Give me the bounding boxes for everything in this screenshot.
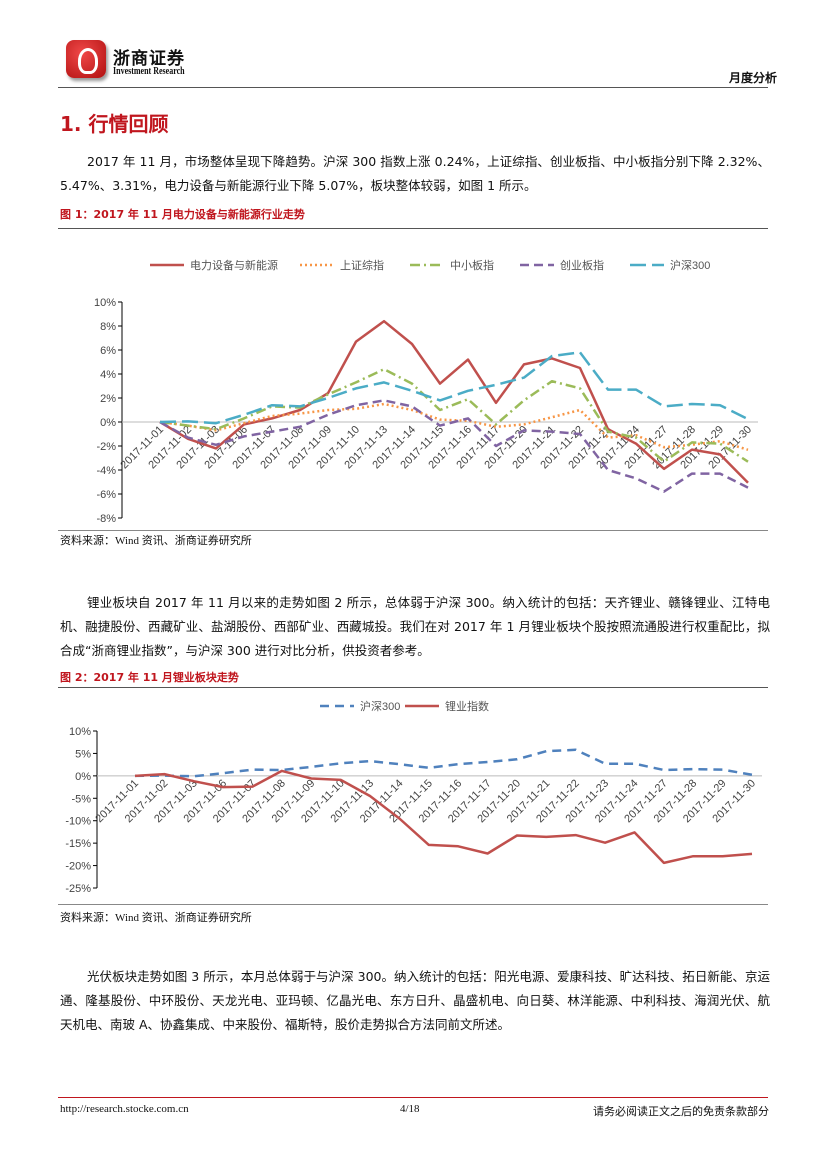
y-tick-label: 10% [94,297,116,309]
brand-name: 浙商证券 [113,49,185,69]
legend-label: 创业板指 [560,258,604,272]
series-line [159,402,749,451]
report-type: 月度分析 [728,71,777,85]
y-tick-label: -5% [71,793,91,805]
paragraph-pv: 光伏板块走势如图 3 所示，本月总体弱于与沪深 300。纳入统计的包括：阳光电源… [60,969,770,1032]
y-tick-label: -25% [65,883,91,895]
legend-label: 沪深300 [670,258,710,272]
legend-label: 锂业指数 [445,699,489,713]
figure1-source: 资料来源：Wind 资讯、浙商证券研究所 [60,535,252,547]
y-tick-label: 8% [100,321,116,333]
y-tick-label: -15% [65,838,91,850]
figure1-caption: 图 1：2017 年 11 月电力设备与新能源行业走势 [60,208,305,221]
y-tick-label: 2% [100,393,116,405]
paragraph-market: 2017 年 11 月，市场整体呈现下降趋势。沪深 300 指数上涨 0.24%… [60,154,770,193]
figure1-top-rule [58,228,768,229]
y-tick-label: 4% [100,369,116,381]
section-heading: 1. 行情回顾 [60,112,169,136]
figure1-chart: 10%8%6%4%2%0%-2%-4%-6%-8%2017-11-012017-… [94,258,758,525]
figure2-top-rule [58,687,768,688]
series-line [134,769,753,865]
y-tick-label: -8% [96,513,116,525]
paragraph-lithium: 锂业板块自 2017 年 11 月以来的走势如图 2 所示，总体弱于沪深 300… [60,595,770,658]
legend-label: 沪深300 [360,699,400,713]
legend-label: 中小板指 [450,258,494,272]
y-tick-label: -2% [96,441,116,453]
figure2-source: 资料来源：Wind 资讯、浙商证券研究所 [60,912,252,924]
series-line [159,351,749,425]
y-tick-label: -6% [96,489,116,501]
y-tick-label: 5% [75,748,91,760]
footer-disclaimer: 请务必阅读正文之后的免责条款部分 [593,1106,769,1118]
y-tick-label: 6% [100,345,116,357]
page-number: 4/18 [400,1103,420,1115]
legend-label: 电力设备与新能源 [190,258,278,272]
figure2-chart: 10%5%0%-5%-10%-15%-20%-25%2017-11-012017… [65,699,762,895]
series-line [134,748,753,778]
y-tick-label: -10% [65,816,91,828]
figure2-caption: 图 2：2017 年 11 月锂业板块走势 [60,671,239,684]
y-tick-label: 0% [100,417,116,429]
y-tick-label: -20% [65,861,91,873]
y-tick-label: 0% [75,771,91,783]
brand-logo [66,40,106,78]
brand-subtitle: Investment Research [113,66,185,77]
y-tick-label: 10% [69,726,91,738]
series-line [159,367,749,463]
legend-label: 上证综指 [340,258,384,272]
figure2-bottom-rule [58,904,768,905]
figure1-bottom-rule [58,530,768,531]
footer-divider [58,1097,768,1098]
header-divider [58,87,768,88]
y-tick-label: -4% [96,465,116,477]
series-line [159,319,749,484]
footer-url[interactable]: http://research.stocke.com.cn [60,1103,189,1115]
series-line [159,399,749,493]
